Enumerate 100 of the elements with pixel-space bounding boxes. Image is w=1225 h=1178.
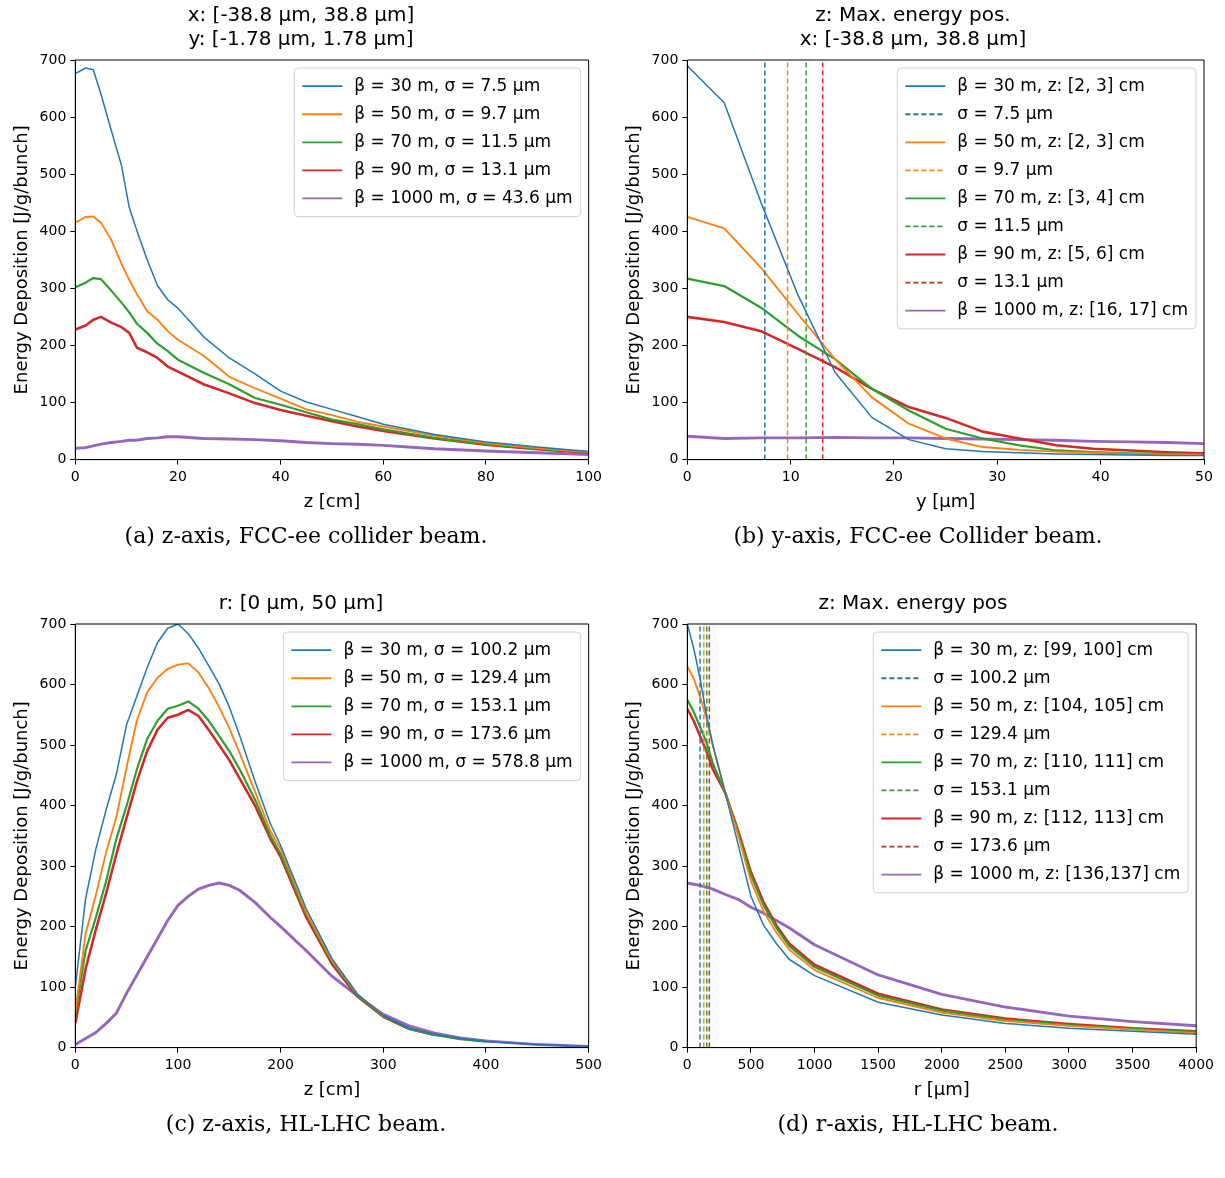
x-tick-label: 300: [369, 1055, 397, 1072]
y-tick-label: 700: [651, 614, 679, 631]
y-tick-label: 200: [651, 336, 679, 353]
legend-label: β = 1000 m, σ = 43.6 µm: [354, 186, 573, 207]
legend-label: β = 50 m, z: [2, 3] cm: [957, 130, 1145, 151]
legend-label: β = 70 m, z: [110, 111] cm: [933, 750, 1164, 771]
y-tick-label: 300: [651, 856, 679, 873]
x-tick-label: 20: [885, 467, 903, 484]
legend-label: σ = 100.2 µm: [933, 666, 1051, 687]
y-tick-label: 400: [39, 221, 67, 238]
x-tick-label: 30: [988, 467, 1007, 484]
x-tick-label: 80: [477, 467, 495, 484]
y-tick-label: 0: [669, 1038, 679, 1055]
text: (b) y-axis, FCC-ee Collider beam.: [733, 523, 1103, 548]
x-tick-label: 60: [374, 467, 393, 484]
y-tick-label: 0: [669, 450, 679, 467]
x-tick-label: 3000: [1051, 1055, 1087, 1072]
chart-subtitle: y: [-1.78 µm, 1.78 µm]: [188, 26, 414, 51]
legend-label: β = 30 m, σ = 100.2 µm: [343, 638, 552, 659]
y-tick-label: 700: [651, 50, 679, 67]
x-tick-label: 50: [1195, 467, 1213, 484]
legend-label: σ = 173.6 µm: [933, 834, 1051, 855]
legend-label: β = 70 m, z: [3, 4] cm: [957, 186, 1145, 207]
y-tick-label: 100: [651, 977, 679, 994]
x-axis-title: z [cm]: [303, 1077, 361, 1099]
y-tick-label: 500: [39, 735, 67, 752]
y-tick-label: 600: [39, 675, 67, 692]
x-tick-label: 200: [267, 1055, 295, 1072]
x-axis-title: z [cm]: [303, 489, 361, 511]
legend-label: β = 70 m, σ = 11.5 µm: [354, 130, 552, 151]
y-tick-label: 700: [39, 50, 67, 67]
y-tick-label: 600: [651, 107, 679, 124]
y-axis-title: Energy Deposition [J/g/bunch]: [10, 125, 32, 395]
y-tick-label: 400: [39, 796, 67, 813]
y-tick-label: 300: [39, 856, 67, 873]
y-axis-title: Energy Deposition [J/g/bunch]: [622, 701, 644, 971]
y-tick-label: 400: [651, 796, 679, 813]
x-tick-label: 0: [682, 467, 692, 484]
x-axis-title: r [µm]: [913, 1077, 970, 1099]
legend-label: β = 70 m, σ = 153.1 µm: [343, 694, 552, 715]
y-tick-label: 700: [39, 614, 67, 631]
x-tick-label: 3500: [1114, 1055, 1151, 1072]
legend-label: σ = 7.5 µm: [957, 102, 1054, 123]
y-tick-label: 500: [39, 164, 67, 181]
legend-label: β = 30 m, z: [2, 3] cm: [957, 74, 1145, 95]
x-tick-label: 0: [682, 1055, 692, 1072]
legend-label: σ = 153.1 µm: [933, 778, 1051, 799]
y-tick-label: 200: [39, 917, 67, 934]
x-tick-label: 40: [1091, 467, 1110, 484]
x-tick-label: 500: [575, 1055, 603, 1072]
legend-label: σ = 13.1 µm: [957, 270, 1064, 291]
y-tick-label: 300: [651, 278, 679, 295]
x-tick-label: 0: [70, 1055, 80, 1072]
legend-label: β = 50 m, σ = 129.4 µm: [343, 666, 552, 687]
legend-label: β = 90 m, z: [5, 6] cm: [957, 242, 1145, 263]
y-tick-label: 0: [57, 1038, 67, 1055]
legend-label: β = 30 m, σ = 7.5 µm: [354, 74, 541, 95]
y-tick-label: 200: [39, 336, 67, 353]
legend-label: σ = 11.5 µm: [957, 214, 1064, 235]
y-tick-label: 600: [39, 107, 67, 124]
legend-label: β = 50 m, σ = 9.7 µm: [354, 102, 541, 123]
legend-label: β = 50 m, z: [104, 105] cm: [933, 694, 1164, 715]
y-axis-title: Energy Deposition [J/g/bunch]: [622, 125, 644, 395]
y-tick-label: 600: [651, 675, 679, 692]
x-tick-label: 4000: [1178, 1055, 1215, 1072]
x-tick-label: 400: [472, 1055, 500, 1072]
y-tick-label: 500: [651, 735, 679, 752]
legend-label: σ = 129.4 µm: [933, 722, 1051, 743]
y-axis-title: Energy Deposition [J/g/bunch]: [10, 701, 32, 971]
x-tick-label: 500: [737, 1055, 765, 1072]
text: (a) z-axis, FCC-ee collider beam.: [124, 523, 488, 548]
legend-label: β = 1000 m, z: [136,137] cm: [933, 863, 1181, 884]
x-tick-label: 10: [781, 467, 800, 484]
y-tick-label: 100: [39, 977, 67, 994]
y-tick-label: 300: [39, 278, 67, 295]
x-tick-label: 2500: [987, 1055, 1024, 1072]
x-axis-title: y [µm]: [915, 489, 976, 511]
y-tick-label: 400: [651, 221, 679, 238]
x-tick-label: 100: [164, 1055, 192, 1072]
x-tick-label: 40: [271, 467, 290, 484]
y-tick-label: 100: [651, 393, 679, 410]
chart-title: x: [-38.8 µm, 38.8 µm]: [187, 2, 415, 27]
legend-label: β = 1000 m, σ = 578.8 µm: [343, 750, 573, 771]
x-tick-label: 0: [70, 467, 80, 484]
legend-label: β = 90 m, z: [112, 113] cm: [933, 806, 1164, 827]
x-tick-label: 1500: [860, 1055, 896, 1072]
x-tick-label: 100: [575, 467, 603, 484]
y-tick-label: 200: [651, 917, 679, 934]
x-tick-label: 20: [169, 467, 187, 484]
legend-label: β = 30 m, z: [99, 100] cm: [933, 638, 1154, 659]
chart-title: r: [0 µm, 50 µm]: [218, 590, 384, 615]
legend-label: β = 90 m, σ = 13.1 µm: [354, 158, 552, 179]
y-tick-label: 0: [57, 450, 67, 467]
x-tick-label: 1000: [796, 1055, 833, 1072]
y-tick-label: 100: [39, 393, 67, 410]
chart-title: z: Max. energy pos: [818, 590, 1008, 615]
chart-title: z: Max. energy pos.: [815, 2, 1011, 27]
legend-label: β = 1000 m, z: [16, 17] cm: [957, 299, 1188, 320]
y-tick-label: 500: [651, 164, 679, 181]
legend-label: β = 90 m, σ = 173.6 µm: [343, 722, 552, 743]
